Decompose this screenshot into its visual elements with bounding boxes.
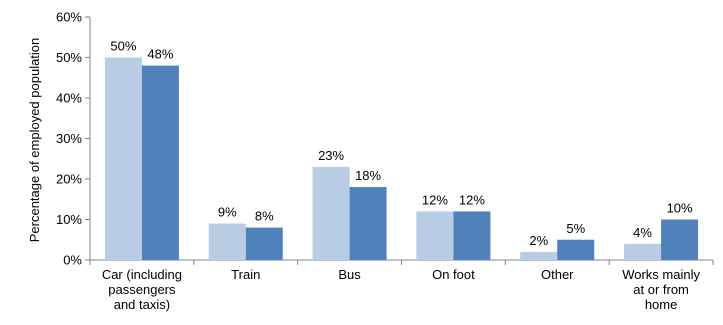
- y-tick-label: 30%: [56, 131, 82, 146]
- bar: [557, 239, 595, 260]
- data-label: 48%: [147, 47, 173, 62]
- y-tick-label: 0%: [63, 253, 82, 268]
- bar: [208, 223, 246, 260]
- data-label: 2%: [529, 233, 548, 248]
- bar: [245, 227, 283, 260]
- data-label: 12%: [459, 192, 485, 207]
- bar: [661, 219, 699, 260]
- data-label: 5%: [566, 221, 585, 236]
- data-label: 50%: [110, 39, 136, 54]
- data-label: 9%: [218, 205, 237, 220]
- category-label-line: Train: [231, 267, 260, 282]
- bar: [624, 243, 662, 260]
- category-label-line: Car (including: [102, 267, 182, 282]
- category-label-line: Works mainly: [622, 267, 700, 282]
- category-label-line: home: [645, 297, 678, 312]
- category-label-line: Other: [541, 267, 574, 282]
- bar: [312, 166, 350, 260]
- category-label-line: On foot: [432, 267, 475, 282]
- data-label: 18%: [355, 168, 381, 183]
- y-tick-label: 10%: [56, 212, 82, 227]
- category-label: Train: [231, 267, 260, 282]
- bar: [349, 187, 387, 260]
- axes: 0% 10% 20% 30% 40% 50% 60%: [56, 10, 714, 268]
- labels: 50% 48% Car (including passengers and taxis)…: [102, 39, 701, 313]
- category-label: Other: [541, 267, 574, 282]
- y-tick-label: 40%: [56, 91, 82, 106]
- data-label: 10%: [667, 201, 693, 216]
- bar: [104, 57, 142, 260]
- data-label: 8%: [255, 209, 274, 224]
- category-label-line: Bus: [338, 267, 361, 282]
- y-tick-label: 20%: [56, 172, 82, 187]
- category-label: Bus: [338, 267, 361, 282]
- data-label: 4%: [633, 225, 652, 240]
- category-label: On foot: [432, 267, 475, 282]
- y-axis-title: Percentage of employed population: [27, 38, 42, 243]
- bar: [520, 251, 558, 260]
- data-label: 12%: [422, 192, 448, 207]
- bar: [416, 211, 454, 260]
- bars: [104, 57, 699, 260]
- category-label-line: and taxis): [114, 297, 170, 312]
- data-label: 23%: [318, 148, 344, 163]
- category-label-line: at or from: [633, 282, 689, 297]
- category-label: Car (including passengers and taxis): [102, 267, 182, 312]
- category-label-line: passengers: [108, 282, 176, 297]
- bar: [141, 65, 179, 260]
- y-tick-label: 50%: [56, 50, 82, 65]
- bar: [453, 211, 491, 260]
- y-tick-label: 60%: [56, 10, 82, 25]
- category-label: Works mainly at or from home: [622, 267, 700, 312]
